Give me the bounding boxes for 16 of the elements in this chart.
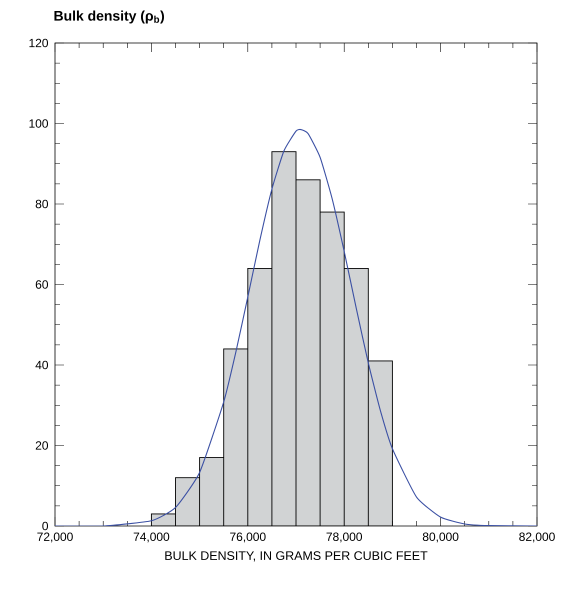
y-tick-label: 120 [29, 38, 48, 48]
chart-title: Bulk density (ρ$_{b}$) [54, 10, 164, 24]
x-axis-title: BULK DENSITY, IN GRAMS PER CUBIC FEET [165, 551, 428, 562]
x-tick-label: 74,000 [134, 532, 170, 542]
y-tick-label: 40 [35, 360, 48, 370]
x-tick-label: 80,000 [422, 532, 458, 542]
y-tick-label: 0 [42, 522, 48, 530]
y-tick-label: 20 [36, 441, 48, 450]
y-tick-label: 60 [36, 280, 48, 289]
x-tick-label: 76,000 [230, 532, 266, 542]
x-tick-label: 82,000 [519, 532, 555, 542]
y-tick-label: 100 [29, 119, 48, 128]
y-tick-label: 80 [36, 200, 48, 208]
line-series [55, 128, 538, 526]
x-tick-label: 72,000 [37, 532, 73, 542]
x-tick-label: 78,000 [326, 532, 362, 542]
